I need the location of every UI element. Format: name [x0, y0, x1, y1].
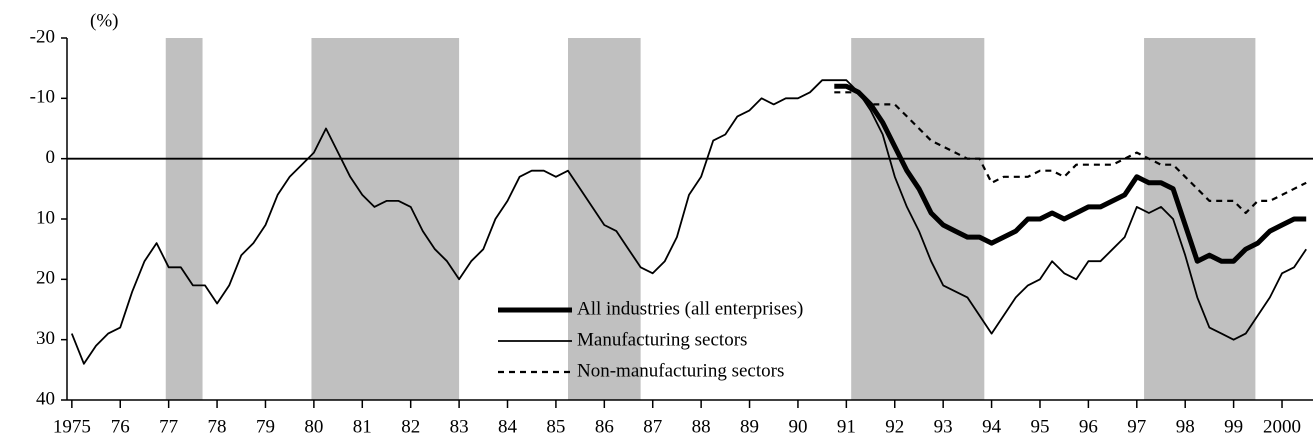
shaded-period [165, 38, 203, 400]
shaded-period [568, 38, 641, 400]
x-tick-label: 98 [1176, 416, 1195, 437]
x-tick-label: 88 [692, 416, 711, 437]
x-tick-label: 85 [546, 416, 565, 437]
x-tick-label: 99 [1224, 416, 1243, 437]
x-tick-label: 80 [304, 416, 323, 437]
x-tick-label: 79 [256, 416, 275, 437]
x-tick-label: 81 [353, 416, 372, 437]
x-tick-label: 84 [498, 416, 518, 437]
x-tick-label: 93 [934, 416, 953, 437]
legend-label: Non-manufacturing sectors [577, 360, 784, 381]
y-unit-label: (%) [90, 10, 118, 31]
shaded-period [1144, 38, 1256, 400]
y-tick-label: -20 [30, 26, 55, 47]
legend-label: Manufacturing sectors [577, 329, 747, 350]
x-tick-label: 86 [595, 416, 614, 437]
x-tick-label: 1975 [53, 416, 91, 437]
series-line [70, 79, 1307, 365]
x-tick-label: 87 [643, 416, 662, 437]
x-tick-label: 92 [885, 416, 904, 437]
x-tick-label: 95 [1030, 416, 1049, 437]
shaded-period [851, 38, 985, 400]
legend-label: All industries (all enterprises) [577, 298, 803, 319]
x-tick-label: 91 [837, 416, 856, 437]
y-tick-label: 30 [36, 328, 55, 349]
y-tick-label: -10 [30, 87, 55, 108]
x-tick-label: 82 [401, 416, 420, 437]
x-tick-label: 83 [450, 416, 469, 437]
y-tick-label: 40 [36, 388, 55, 409]
x-tick-label: 78 [208, 416, 227, 437]
series-line [834, 91, 1307, 215]
x-tick-label: 76 [111, 416, 130, 437]
x-tick-label: 77 [159, 416, 178, 437]
x-tick-label: 96 [1079, 416, 1098, 437]
x-tick-label: 97 [1127, 416, 1146, 437]
x-tick-label: 89 [740, 416, 759, 437]
y-tick-label: 10 [36, 207, 55, 228]
y-tick-label: 0 [46, 147, 56, 168]
series-line [834, 83, 1307, 264]
x-tick-label: 2000 [1263, 416, 1301, 437]
x-tick-label: 94 [982, 416, 1002, 437]
shaded-period [311, 38, 460, 400]
x-tick-label: 90 [788, 416, 807, 437]
y-tick-label: 20 [36, 268, 55, 289]
